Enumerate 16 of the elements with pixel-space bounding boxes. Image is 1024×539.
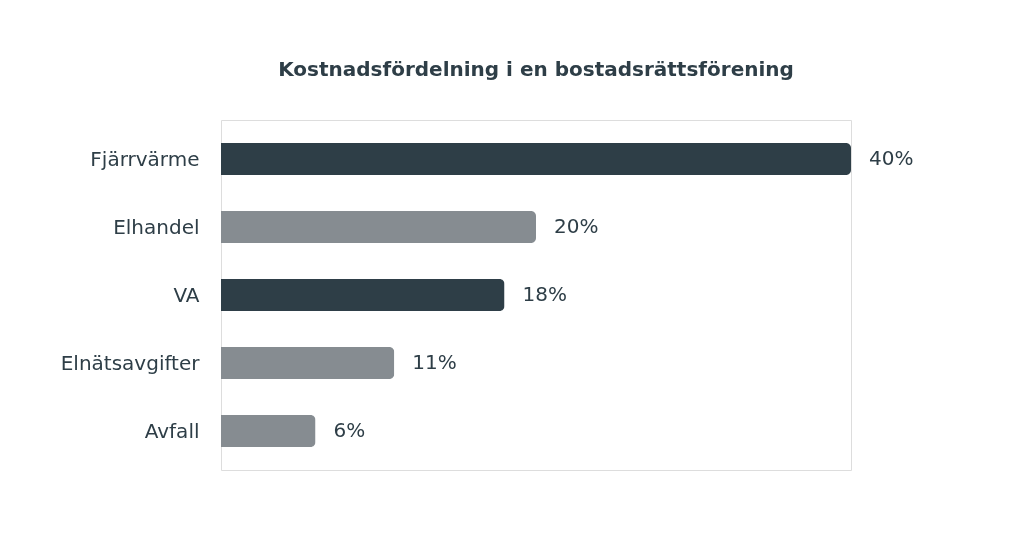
data-label: 6% bbox=[333, 418, 366, 442]
y-tick-label: Elnätsavgifter bbox=[60, 350, 201, 375]
data-label: 40% bbox=[869, 146, 914, 170]
bar bbox=[221, 143, 851, 175]
bar bbox=[221, 347, 395, 379]
y-tick-label: Elhandel bbox=[113, 214, 200, 239]
y-tick-label: Avfall bbox=[144, 418, 200, 443]
y-tick-label: Fjärrvärme bbox=[90, 146, 200, 171]
bar bbox=[221, 415, 316, 447]
data-label: 20% bbox=[554, 214, 599, 238]
chart-title: Kostnadsfördelning i en bostadsrättsförening bbox=[278, 57, 794, 81]
bar bbox=[221, 279, 505, 311]
data-label: 18% bbox=[522, 282, 567, 306]
y-tick-label: VA bbox=[173, 282, 200, 307]
bar bbox=[221, 211, 536, 243]
data-label: 11% bbox=[412, 350, 457, 374]
